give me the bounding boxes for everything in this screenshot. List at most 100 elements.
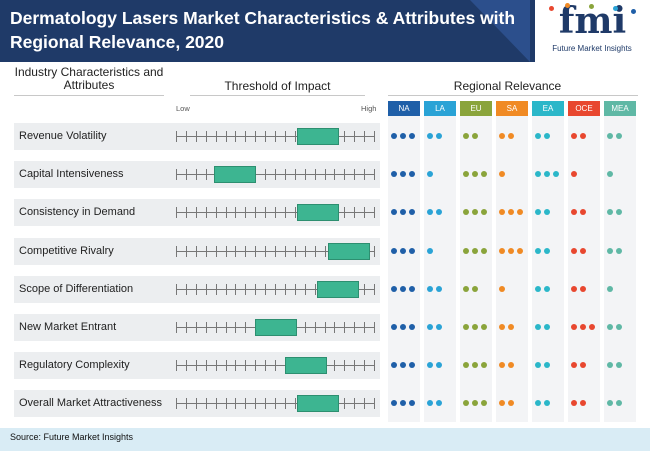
logo-dot	[631, 9, 636, 14]
impact-scale-tick	[235, 131, 236, 142]
relevance-dot-oce	[571, 362, 577, 368]
relevance-dot-sa	[508, 248, 514, 254]
relevance-dot-mea	[607, 400, 613, 406]
impact-scale-tick	[374, 207, 375, 218]
relevance-dot-ea	[535, 400, 541, 406]
impact-scale-tick	[374, 284, 375, 295]
impact-scale-tick	[285, 246, 286, 257]
relevance-dot-sa	[499, 133, 505, 139]
impact-scale-tick	[275, 169, 276, 180]
relevance-dot-la	[436, 362, 442, 368]
impact-scale-tick	[245, 246, 246, 257]
impact-scale-tick	[186, 207, 187, 218]
impact-scale-tick	[186, 322, 187, 333]
relevance-dot-sa	[499, 209, 505, 215]
relevance-dot-na	[409, 133, 415, 139]
relevance-dot-eu	[472, 209, 478, 215]
impact-scale-tick	[295, 246, 296, 257]
relevance-dot-na	[391, 133, 397, 139]
impact-scale-tick	[354, 131, 355, 142]
relevance-dot-ea	[535, 171, 541, 177]
header-decoration	[470, 0, 530, 62]
impact-scale-tick	[265, 169, 266, 180]
impact-scale-tick	[364, 322, 365, 333]
relevance-dot-oce	[571, 209, 577, 215]
relevance-dot-na	[400, 171, 406, 177]
impact-scale-tick	[196, 398, 197, 409]
region-header-eu: EU	[460, 101, 492, 116]
relevance-dot-ea	[544, 248, 550, 254]
relevance-dot-eu	[463, 286, 469, 292]
relevance-dot-na	[391, 400, 397, 406]
impact-scale-tick	[226, 246, 227, 257]
impact-range-marker	[255, 319, 297, 336]
relevance-dot-la	[427, 286, 433, 292]
relevance-dot-ea	[535, 209, 541, 215]
impact-scale-tick	[176, 169, 177, 180]
relevance-dot-oce	[571, 324, 577, 330]
impact-scale-tick	[226, 360, 227, 371]
relevance-dot-la	[436, 133, 442, 139]
impact-scale-tick	[216, 246, 217, 257]
relevance-dot-na	[391, 209, 397, 215]
relevance-dot-sa	[499, 248, 505, 254]
relevance-dot-mea	[616, 209, 622, 215]
region-column-eu	[460, 116, 492, 422]
impact-scale-tick	[206, 398, 207, 409]
impact-range-marker	[328, 243, 370, 260]
relevance-dot-eu	[463, 171, 469, 177]
characteristic-label: New Market Entrant	[19, 321, 117, 333]
impact-scale-tick	[255, 360, 256, 371]
impact-scale-tick	[206, 246, 207, 257]
impact-scale-tick	[235, 207, 236, 218]
impact-scale-tick	[295, 169, 296, 180]
relevance-dot-ea	[535, 248, 541, 254]
relevance-dot-ea	[535, 362, 541, 368]
impact-scale-tick	[245, 322, 246, 333]
relevance-dot-na	[391, 362, 397, 368]
impact-range-marker	[297, 395, 339, 412]
relevance-dot-na	[409, 209, 415, 215]
relevance-dot-ea	[544, 286, 550, 292]
relevance-dot-mea	[616, 400, 622, 406]
relevance-dot-la	[427, 362, 433, 368]
impact-scale-tick	[245, 131, 246, 142]
impact-scale-tick	[275, 207, 276, 218]
relevance-dot-na	[400, 133, 406, 139]
relevance-dot-ea	[544, 362, 550, 368]
impact-range-marker	[214, 166, 256, 183]
relevance-dot-oce	[571, 400, 577, 406]
impact-scale-tick	[374, 246, 375, 257]
impact-scale-tick	[216, 284, 217, 295]
impact-scale-tick	[226, 131, 227, 142]
relevance-dot-oce	[580, 248, 586, 254]
impact-scale-tick	[245, 398, 246, 409]
relevance-dot-na	[409, 248, 415, 254]
impact-scale-tick	[245, 360, 246, 371]
impact-scale-tick	[305, 284, 306, 295]
characteristic-label: Competitive Rivalry	[19, 245, 114, 257]
impact-scale-tick	[216, 207, 217, 218]
impact-scale-tick	[176, 322, 177, 333]
relevance-dot-na	[400, 400, 406, 406]
impact-scale-tick	[344, 398, 345, 409]
characteristic-label: Scope of Differentiation	[19, 283, 134, 295]
impact-scale-tick	[265, 360, 266, 371]
relevance-dot-ea	[544, 209, 550, 215]
relevance-dot-sa	[499, 362, 505, 368]
impact-scale-tick	[334, 322, 335, 333]
region-header-oce: OCE	[568, 101, 600, 116]
region-header-ea: EA	[532, 101, 564, 116]
relevance-dot-eu	[472, 324, 478, 330]
relevance-dot-eu	[481, 248, 487, 254]
relevance-dot-eu	[463, 362, 469, 368]
impact-scale-tick	[285, 207, 286, 218]
impact-scale-tick	[305, 322, 306, 333]
impact-scale-tick	[344, 360, 345, 371]
relevance-dot-na	[409, 286, 415, 292]
impact-scale-tick	[354, 360, 355, 371]
page-title: Dermatology Lasers Market Characteristic…	[10, 8, 516, 52]
region-column-sa	[496, 116, 528, 422]
relevance-dot-la	[427, 133, 433, 139]
relevance-dot-la	[436, 286, 442, 292]
